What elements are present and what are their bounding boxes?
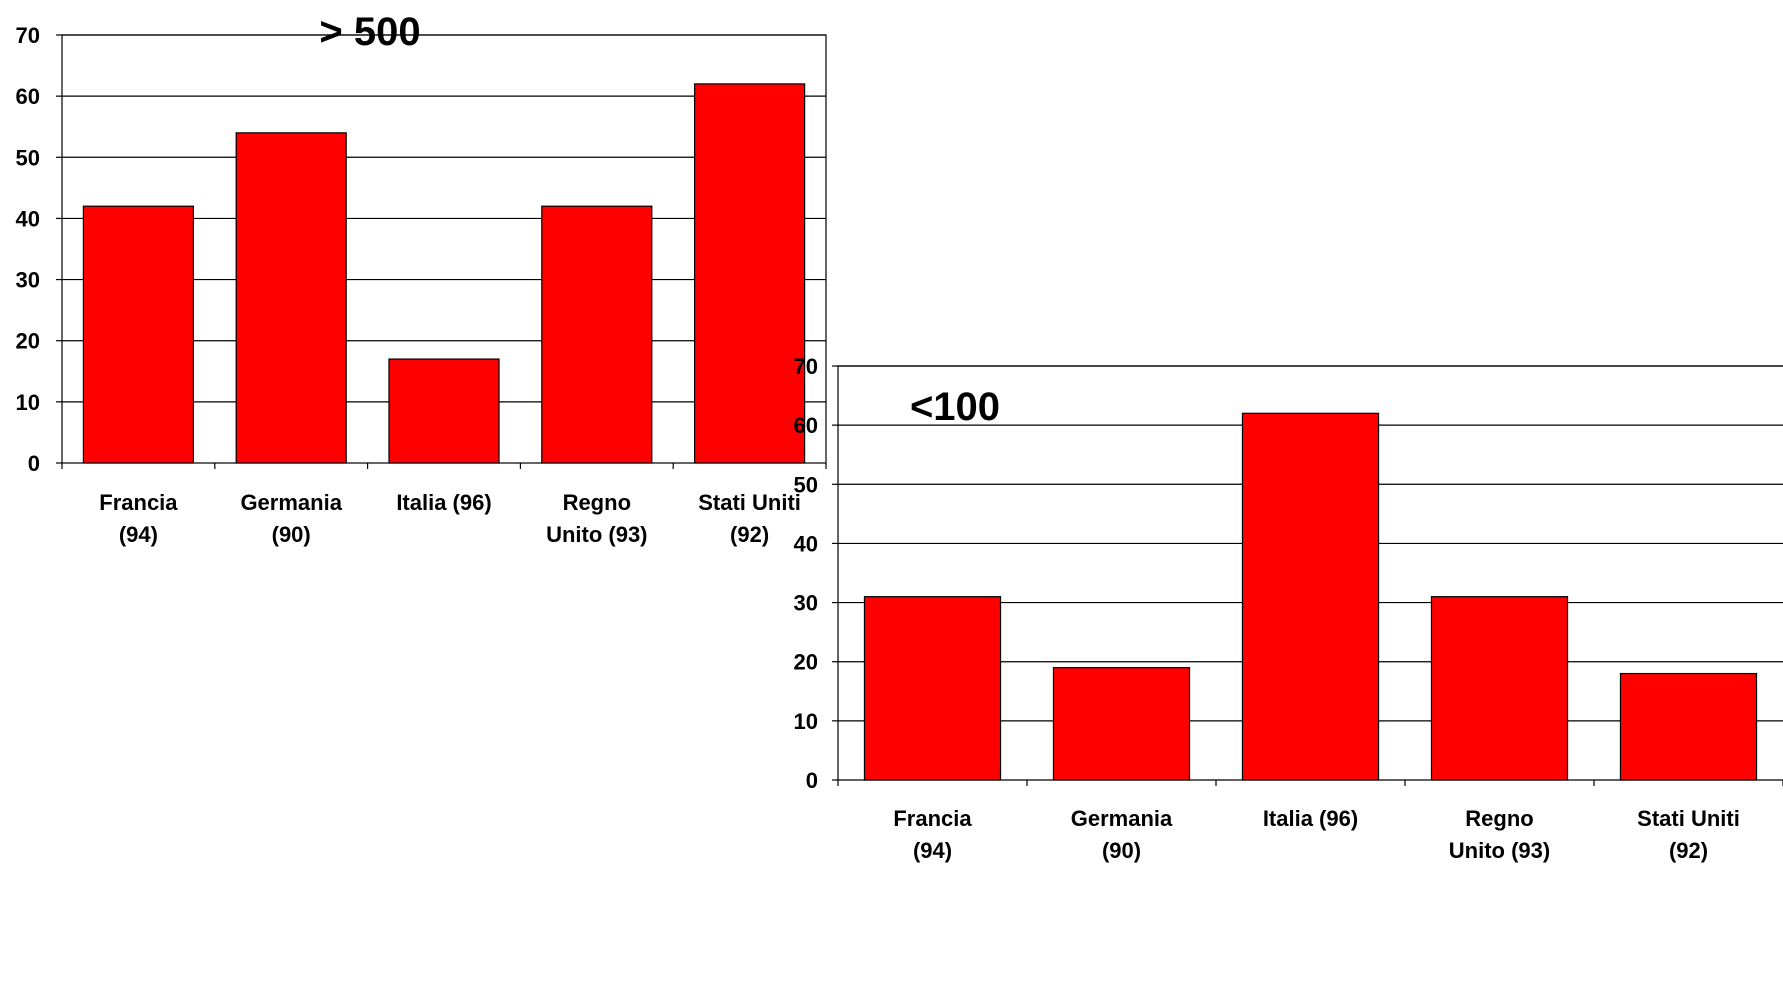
y-tick-label: 60 <box>794 413 818 438</box>
y-tick-label: 20 <box>16 329 40 354</box>
x-tick-label: Stati Uniti (92) <box>1637 806 1740 863</box>
bar-2 <box>1052 667 1191 781</box>
bar-5 <box>693 83 806 464</box>
bar-4 <box>541 205 653 464</box>
y-tick-label: 30 <box>16 268 40 293</box>
chart-1: 0 10 20 30 40 50 60 70 Francia (94) Germania (90) It… <box>16 10 827 547</box>
x-tick-label: Regno Unito (93) <box>1449 806 1550 863</box>
x-tick-label: Francia (94) <box>893 806 972 863</box>
chart-title: <100 <box>910 385 1000 429</box>
x-tick-label: Stati Uniti (92) <box>698 490 801 547</box>
x-tick-label: Francia (94) <box>99 490 178 547</box>
y-tick-label: 70 <box>794 354 818 379</box>
y-tick-label: 50 <box>794 472 818 497</box>
x-tick-label: Italia (96) <box>396 490 491 515</box>
x-tick-label: Germania (90) <box>1071 806 1173 863</box>
bar-3 <box>388 358 500 464</box>
y-tick-label: 60 <box>16 84 40 109</box>
y-tick-label: 0 <box>806 768 818 793</box>
bar-1 <box>863 596 1002 781</box>
chart-title: > 500 <box>319 10 420 54</box>
y-tick-label: 40 <box>16 206 40 231</box>
bar-1 <box>82 205 195 464</box>
bar-3 <box>1241 412 1380 781</box>
chart-2: 0 10 20 30 40 50 60 70 Francia (94) Germania (90) It… <box>794 354 1783 863</box>
y-tick-label: 10 <box>16 390 40 415</box>
y-tick-label: 70 <box>16 23 40 48</box>
x-tick-label: Regno Unito (93) <box>546 490 647 547</box>
y-tick-label: 0 <box>28 451 40 476</box>
y-tick-label: 50 <box>16 145 40 170</box>
x-tick-label: Italia (96) <box>1263 806 1358 831</box>
y-tick-label: 20 <box>794 650 818 675</box>
y-tick-label: 10 <box>794 709 818 734</box>
x-tick-label: Germania (90) <box>240 490 342 547</box>
bar-5 <box>1619 672 1758 781</box>
bar-4 <box>1430 596 1569 781</box>
y-tick-label: 30 <box>794 591 818 616</box>
bar-2 <box>235 132 347 464</box>
y-tick-label: 40 <box>794 531 818 556</box>
